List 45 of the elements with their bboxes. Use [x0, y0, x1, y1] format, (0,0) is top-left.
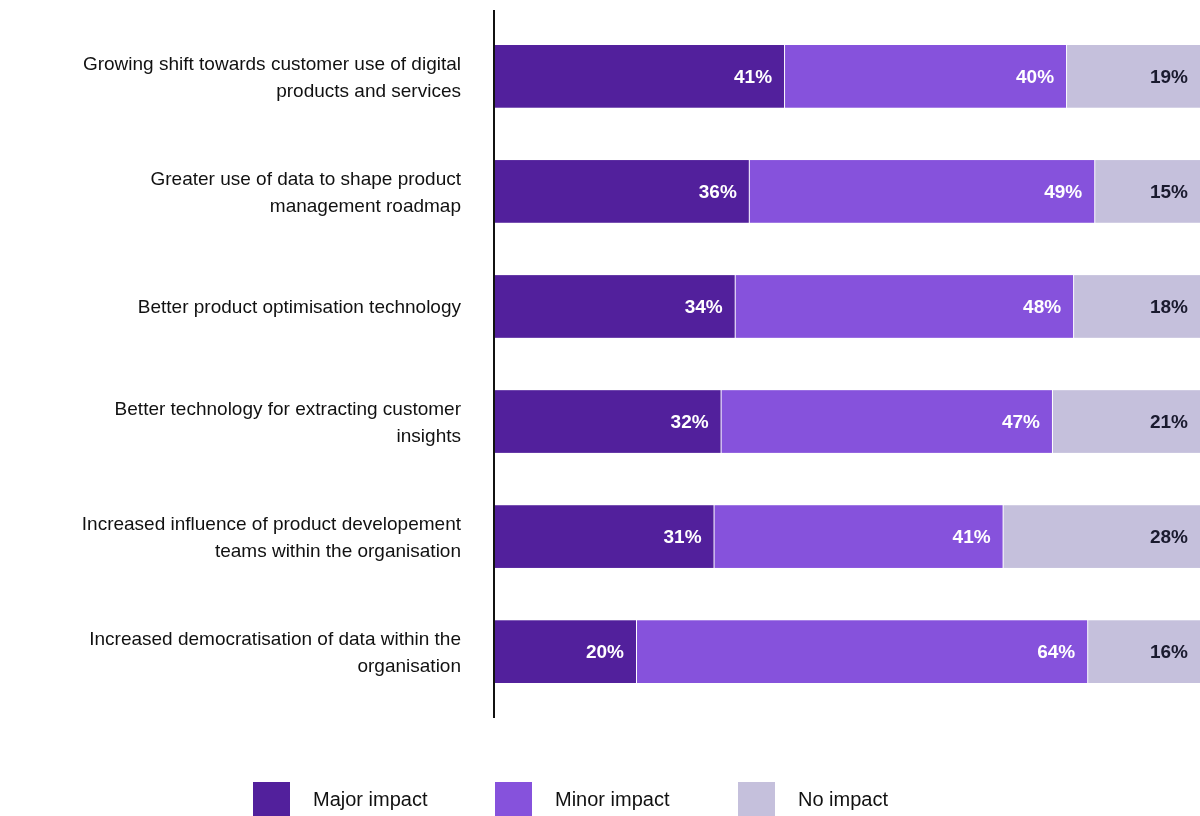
data-label: 49% [1044, 181, 1083, 203]
y-tick-label: Better product optimisation technology [137, 296, 462, 318]
bar [1052, 390, 1200, 453]
legend-label: No impact [798, 788, 889, 810]
bar [1003, 505, 1200, 568]
bar [785, 45, 1067, 108]
data-label: 48% [1023, 296, 1062, 318]
bar [1095, 160, 1200, 223]
bar [637, 620, 1088, 683]
bar [1067, 45, 1200, 108]
legend-label: Major impact [313, 788, 428, 810]
data-label: 21% [1149, 411, 1189, 433]
bar [714, 505, 1003, 568]
data-label: 32% [670, 411, 709, 433]
bar [1074, 275, 1200, 338]
data-label: 18% [1149, 296, 1189, 318]
data-label: 20% [585, 641, 625, 663]
y-tick-label: Increased democratisation of data within the organisation [89, 627, 461, 676]
bar [749, 160, 1095, 223]
data-label: 41% [734, 66, 773, 88]
bar [495, 275, 735, 338]
bar [1088, 620, 1200, 683]
bar [495, 620, 636, 683]
bar [495, 390, 721, 453]
y-tick-label: Better technology for extracting customer insights [114, 397, 462, 446]
bar [495, 505, 714, 568]
data-label: 34% [684, 296, 723, 318]
data-label: 36% [698, 181, 737, 203]
data-label: 28% [1149, 526, 1189, 548]
y-tick-label: Growing shift towards customer use of digital products and services [82, 52, 461, 101]
data-label: 47% [1001, 411, 1041, 433]
data-label: 31% [663, 526, 702, 548]
data-label: 15% [1149, 181, 1189, 203]
data-label: 41% [952, 526, 991, 548]
y-tick-label: Greater use of data to shape product management roadmap [150, 167, 462, 216]
legend-label: Minor impact [555, 788, 670, 810]
y-tick-label: Increased influence of product developement teams within the organisation [81, 512, 462, 561]
data-label: 64% [1037, 641, 1076, 663]
data-label: 19% [1149, 66, 1189, 88]
data-label: 16% [1149, 641, 1189, 663]
bar [495, 45, 785, 108]
bar [495, 160, 749, 223]
bar [721, 390, 1052, 453]
data-label: 40% [1016, 66, 1055, 88]
bar [735, 275, 1074, 338]
